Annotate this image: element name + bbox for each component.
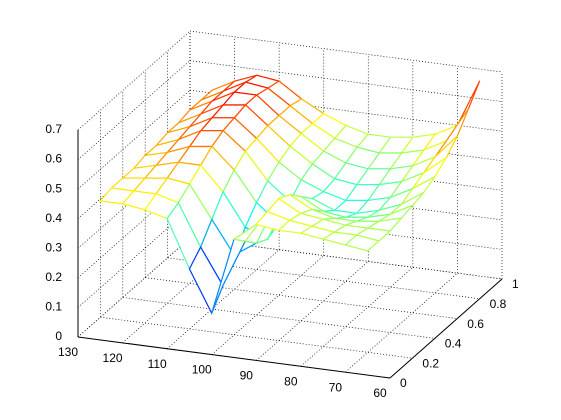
grid-line (77, 119, 191, 219)
x-tick-label: 110 (148, 357, 167, 371)
grid-line (100, 316, 413, 359)
grid-line (300, 267, 414, 367)
z-tick-label: 0 (55, 329, 62, 343)
grid-line (345, 272, 458, 373)
x-tick-label: 70 (329, 380, 343, 394)
grid-line (256, 261, 369, 361)
z-tick-label: 0.7 (45, 122, 62, 136)
y-tick-label: 0.4 (445, 337, 462, 351)
x-tick-label: 60 (373, 386, 387, 400)
grid-line (122, 243, 235, 344)
grid-line (166, 249, 280, 349)
z-tick-label: 0.5 (45, 181, 62, 195)
grid-line (77, 237, 191, 338)
grid-line (77, 237, 191, 338)
grid-line (77, 30, 191, 131)
y-tick-label: 0.8 (490, 297, 507, 311)
axis-line (389, 278, 503, 379)
grid-line (77, 149, 191, 249)
grid-line (77, 60, 191, 160)
z-tick-label: 0.4 (45, 211, 62, 225)
x-tick-label: 80 (284, 374, 298, 388)
grid-line (145, 277, 458, 319)
y-tick-label: 0.6 (467, 317, 484, 331)
x-tick-label: 120 (103, 351, 123, 365)
z-tick-label: 0.6 (45, 152, 62, 166)
grid-line (122, 297, 435, 339)
grid-line (77, 208, 191, 308)
grid-line (77, 178, 191, 279)
z-tick-label: 0.3 (45, 240, 62, 254)
x-tick-label: 100 (192, 363, 212, 377)
axis-line (77, 336, 391, 379)
grid-line (211, 255, 324, 355)
y-tick-label: 0 (400, 376, 407, 390)
mesh-cell (344, 234, 381, 252)
x-tick-label: 90 (240, 369, 254, 383)
z-tick-label: 0.2 (45, 270, 62, 284)
x-tick-label: 130 (58, 345, 78, 359)
grid-line (189, 30, 503, 73)
y-tick-label: 0.2 (422, 356, 439, 370)
grid-line (77, 89, 191, 190)
z-tick-label: 0.1 (45, 300, 62, 314)
y-tick-label: 1 (512, 277, 519, 291)
